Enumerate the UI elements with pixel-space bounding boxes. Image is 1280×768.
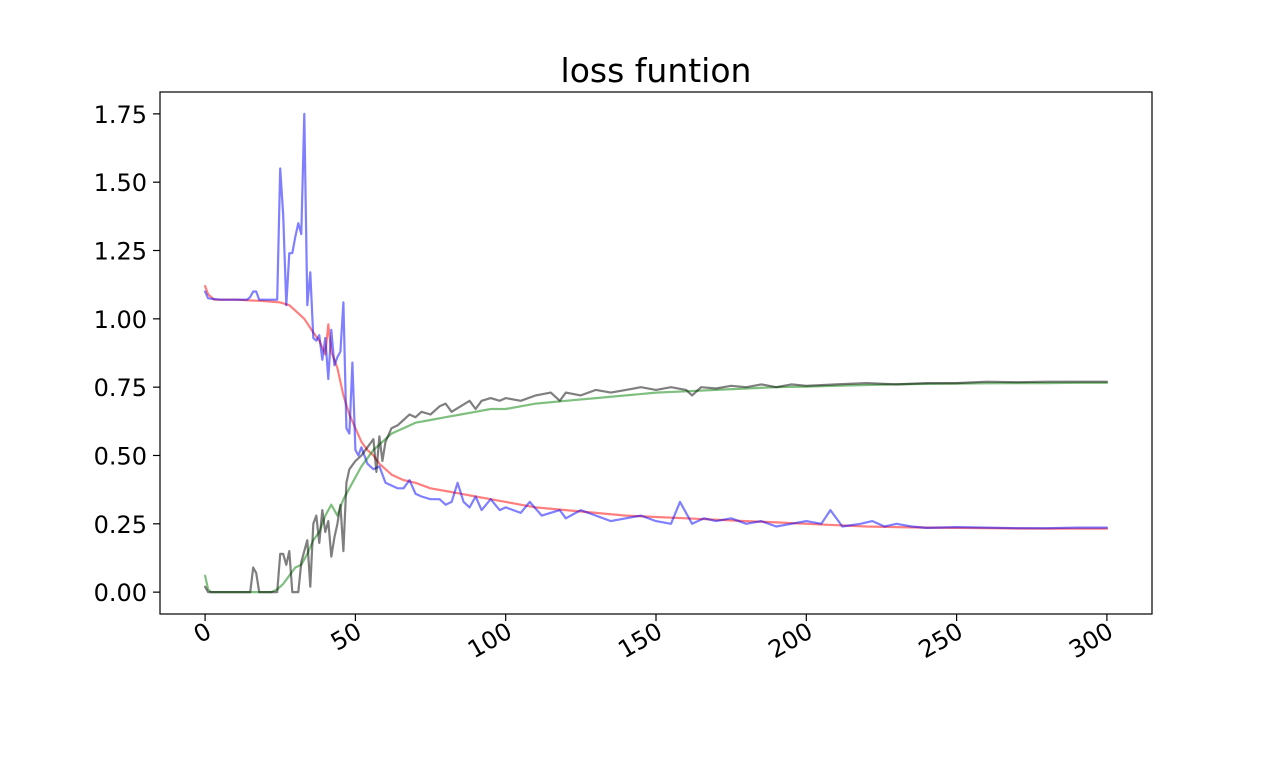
y-tick-label: 1.75	[94, 101, 147, 129]
y-tick-label: 1.50	[94, 169, 147, 197]
y-tick-label: 0.00	[94, 579, 147, 607]
x-tick-label: 50	[326, 617, 366, 657]
x-tick-label: 100	[463, 617, 517, 664]
y-tick-label: 0.75	[94, 374, 147, 402]
x-tick-label: 300	[1064, 617, 1118, 664]
series-layer	[204, 112, 1108, 594]
y-tick-label: 1.00	[94, 306, 147, 334]
x-axis: 0 50 100 150 200 250 300	[189, 614, 1118, 664]
series-line-1	[204, 284, 1108, 530]
y-tick-label: 1.25	[94, 238, 147, 266]
x-tick-label: 0	[189, 617, 216, 649]
chart-title: loss funtion	[561, 51, 752, 90]
series-line-2	[204, 112, 1108, 530]
y-axis: 0.00 0.25 0.50 0.75 1.00 1.25 1.50 1.75	[94, 101, 160, 607]
x-tick-label: 200	[764, 617, 818, 664]
y-tick-label: 0.25	[94, 511, 147, 539]
y-tick-label: 0.50	[94, 442, 147, 470]
series-line-3	[204, 381, 1108, 594]
series-line-4	[204, 380, 1108, 594]
x-tick-label: 150	[613, 617, 667, 664]
plot-area-frame	[159, 91, 1153, 615]
x-tick-label: 250	[914, 617, 968, 664]
